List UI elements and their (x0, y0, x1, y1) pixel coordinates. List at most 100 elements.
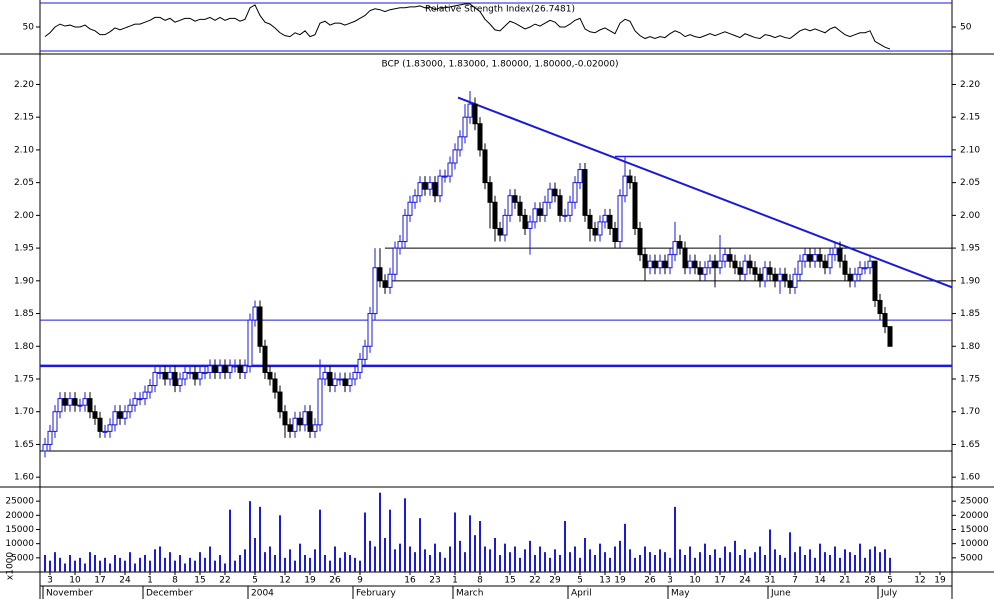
volume-bar (749, 557, 751, 572)
volume-bar (304, 555, 306, 572)
candle-body (502, 214, 508, 236)
volume-bar (209, 546, 211, 572)
volume-bar (664, 552, 666, 572)
volume-bar (124, 560, 126, 572)
volume-bar (754, 552, 756, 572)
volume-bar (769, 529, 771, 572)
y-tick-label: 5000 (11, 553, 34, 563)
x-tick-label: 8 (172, 576, 178, 586)
candle-body (372, 267, 378, 315)
candle-body (712, 260, 718, 269)
y-tick-label: 2.00 (960, 211, 980, 221)
volume-bar (104, 557, 106, 572)
candle-body (687, 260, 693, 269)
candle-body (337, 378, 343, 381)
candle-body (102, 430, 108, 433)
candle-body (767, 267, 773, 275)
volume-bar (819, 543, 821, 572)
candle-body (872, 260, 878, 301)
volume-bar (424, 549, 426, 572)
volume-bar (714, 549, 716, 572)
y-tick-label: 2.20 (960, 80, 980, 90)
candle-body (382, 280, 388, 288)
candle-body (852, 273, 858, 282)
volume-bar (809, 549, 811, 572)
candle-body (422, 182, 428, 190)
candle-body (647, 260, 653, 269)
y-tick-label: 1.85 (14, 309, 34, 319)
candle-body (717, 260, 723, 269)
volume-bar (734, 540, 736, 572)
candle-body (672, 241, 678, 256)
volume-bar (269, 546, 271, 572)
candle-body (557, 195, 563, 216)
candle-body (347, 378, 353, 387)
volume-bar (474, 535, 476, 572)
y-tick-label: 25000 (5, 497, 34, 507)
volume-bar (249, 501, 251, 572)
volume-bar (794, 552, 796, 572)
candle-body (592, 227, 598, 236)
volume-bar (859, 543, 861, 572)
candle-body (377, 267, 383, 282)
y-tick-label: 2.15 (14, 113, 34, 123)
volume-bar (729, 552, 731, 572)
candle-body (292, 417, 298, 432)
volume-bar (149, 560, 151, 572)
volume-bar (529, 540, 531, 572)
candle-body (317, 378, 323, 426)
candle-body (842, 260, 848, 275)
candle-body (297, 417, 303, 426)
volume-bar (454, 512, 456, 572)
candle-body (332, 378, 338, 387)
volume-bar (314, 549, 316, 572)
y-tick-label: 1.90 (960, 276, 980, 286)
candle-body (822, 260, 828, 269)
candle-body (192, 371, 198, 380)
candle-body (227, 365, 233, 373)
x-tick-label: 24 (119, 576, 131, 586)
candle-body (67, 398, 73, 406)
candle-body (887, 326, 893, 347)
candle-body (727, 254, 733, 262)
x-tick-label: 10 (689, 576, 701, 586)
volume-bar (49, 560, 51, 572)
volume-bar (459, 540, 461, 572)
volume-bar (789, 532, 791, 572)
candle-body (447, 162, 453, 177)
y-tick-label: 1.70 (14, 407, 34, 417)
volume-bar (719, 557, 721, 572)
volume-bar (814, 557, 816, 572)
volume-bar (634, 557, 636, 572)
candle-body (577, 169, 583, 184)
volume-bar (189, 557, 191, 572)
y-tick-label: 2.10 (14, 145, 34, 155)
candle-body (637, 227, 643, 256)
x-tick-label: 3 (667, 576, 673, 586)
volume-bar (499, 555, 501, 572)
x-tick-label: 9 (357, 576, 363, 586)
candle-body (302, 411, 308, 426)
volume-bar (154, 549, 156, 572)
candle-body (92, 411, 98, 419)
volume-bar (394, 549, 396, 572)
x-tick-label: 26 (644, 576, 656, 586)
volume-bar (779, 555, 781, 572)
volume-bar (594, 555, 596, 572)
candle-body (662, 260, 668, 269)
x-tick-label: 12 (279, 576, 290, 586)
candle-body (237, 365, 243, 373)
volume-bar (254, 538, 256, 572)
y-tick-label: 15000 (5, 525, 34, 535)
volume-bar (874, 546, 876, 572)
month-label: February (356, 589, 397, 599)
volume-bar (649, 552, 651, 572)
candle-body (877, 299, 883, 315)
y-tick-label: 2.15 (960, 113, 980, 123)
candle-body (442, 175, 448, 178)
volume-bar (579, 557, 581, 572)
candle-body (402, 214, 408, 243)
volume-bar (309, 557, 311, 572)
volume-bar (244, 549, 246, 572)
candle-body (177, 378, 183, 387)
